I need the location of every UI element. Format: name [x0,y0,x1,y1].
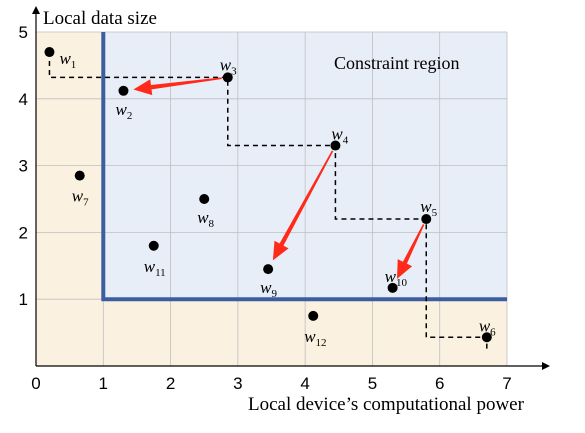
x-tick-label: 7 [502,374,511,393]
y-axis-title: Local data size [43,8,157,29]
point-label-w12: w12 [304,327,326,349]
y-tick-label: 2 [19,223,28,242]
grid [35,31,508,367]
point-w5 [421,214,432,225]
point-w11 [148,240,159,251]
point-label-w11: w11 [144,257,166,279]
point-w3 [222,72,233,83]
point-w12 [308,310,319,321]
x-tick-label: 0 [31,374,40,393]
point-label-w7: w7 [72,187,89,209]
y-tick-label: 5 [19,23,28,42]
x-ticks: 0 1 2 3 4 5 6 7 [31,374,511,393]
x-tick-label: 5 [368,374,377,393]
move-arrow-w5-to-w10 [397,224,425,279]
move-arrow-w4-to-w9 [272,150,334,261]
point-label-w4: w4 [331,125,348,147]
point-w1 [44,47,55,58]
point-label-w5: w5 [420,197,437,219]
y-ticks: 1 2 3 4 5 [19,23,28,309]
point-w2 [118,85,129,96]
point-label-w6: w6 [479,316,496,338]
constraint-boundary [101,32,507,302]
constraint-region-label: Constraint region [334,53,459,73]
point-label-w9: w9 [260,278,277,300]
x-tick-label: 2 [166,374,175,393]
y-tick-label: 1 [19,290,28,309]
x-axis-title: Local device’s computational power [248,394,525,415]
point-label-w8: w8 [197,208,214,230]
point-w6 [481,332,492,343]
y-tick-label: 3 [19,157,28,176]
point-w10 [387,282,398,293]
point-w7 [74,170,85,181]
staircase-path [48,52,488,353]
move-arrow-w3-to-w2 [133,77,222,96]
point-label-w2: w2 [115,100,132,122]
x-tick-label: 4 [300,374,309,393]
point-label-w1: w1 [59,49,76,71]
y-tick-label: 4 [19,90,28,109]
x-tick-label: 3 [233,374,242,393]
point-w9 [263,264,274,275]
point-label-w10: w10 [385,267,408,289]
point-w4 [330,140,341,151]
move-arrows [133,77,425,279]
x-tick-label: 1 [99,374,108,393]
points: w1 w2 w3 w4 w5 w6 w7 w8 w9 w10 w11 w12 [44,47,496,349]
point-w8 [199,194,210,204]
x-tick-label: 6 [435,374,444,393]
point-label-w3: w3 [220,55,237,77]
